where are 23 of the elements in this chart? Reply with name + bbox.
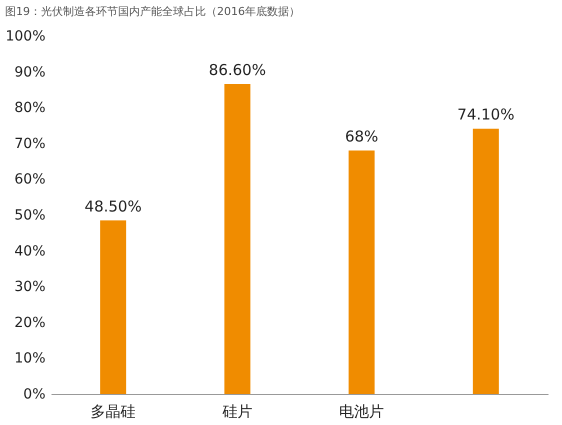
chart-title: 图19：光伏制造各环节国内产能全球占比（2016年底数据） xyxy=(4,5,300,18)
bar xyxy=(348,150,375,394)
bar xyxy=(472,128,499,394)
bar xyxy=(100,220,126,394)
data-label: 48.50% xyxy=(84,197,142,216)
data-label: 86.60% xyxy=(208,60,266,79)
y-tick-label: 20% xyxy=(14,314,46,331)
y-tick-label: 50% xyxy=(14,208,46,224)
x-tick-label: 电池片 xyxy=(339,402,384,420)
y-tick-label: 90% xyxy=(14,64,46,80)
y-tick-label: 10% xyxy=(14,350,46,367)
y-tick-label: 100% xyxy=(5,28,46,44)
x-tick-label: 多晶硅 xyxy=(90,402,136,420)
y-tick-label: 80% xyxy=(14,100,46,116)
data-label: 74.10% xyxy=(457,106,514,124)
x-tick-label: 硅片 xyxy=(221,402,252,420)
y-tick-label: 40% xyxy=(14,243,46,260)
y-tick-label: 60% xyxy=(14,172,46,188)
bar xyxy=(224,84,250,394)
y-tick-label: 30% xyxy=(14,279,46,296)
y-tick-label: 0% xyxy=(23,386,46,402)
y-tick-label: 70% xyxy=(14,136,46,152)
data-label: 68% xyxy=(344,128,378,146)
